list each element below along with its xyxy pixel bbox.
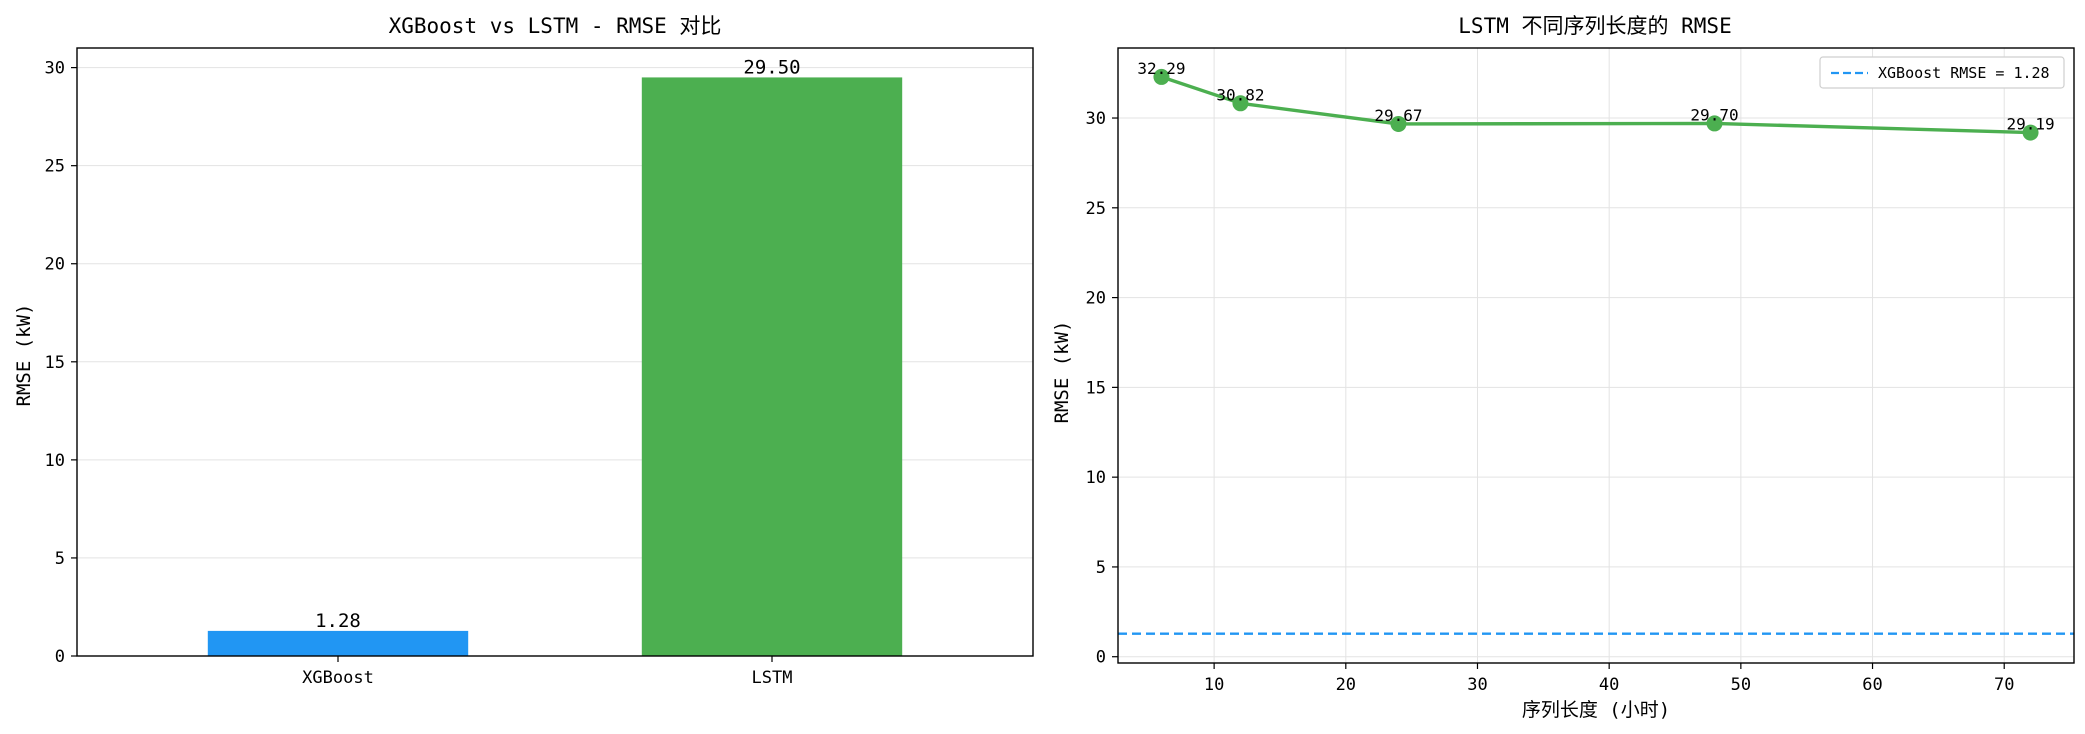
y-tick-label: 5 <box>1096 558 1106 578</box>
bar-series <box>207 77 903 656</box>
x-tick-label: 70 <box>1994 675 2014 695</box>
x-tick-label: 10 <box>1204 675 1224 695</box>
x-tick-label: XGBoost <box>302 668 374 688</box>
point-value-label: 29.67 <box>1374 106 1422 125</box>
y-tick-label: 5 <box>55 549 65 569</box>
point-value-label: 30.82 <box>1216 85 1264 104</box>
x-tick-label: 50 <box>1731 675 1751 695</box>
legend-box <box>1819 56 2065 89</box>
y-tick-label: 30 <box>45 59 65 79</box>
line-chart-ylabel: RMSE (kW) <box>1051 321 1073 424</box>
line-chart-title: LSTM 不同序列长度的 RMSE <box>1458 14 1731 38</box>
bar-chart-y-ticks: 0 5 10 15 20 25 30 <box>45 59 77 667</box>
data-point <box>1390 115 1407 132</box>
bar-value-labels: 1.28 29.50 <box>315 56 800 631</box>
y-tick-label: 10 <box>45 451 65 471</box>
legend: XGBoost RMSE = 1.28 <box>1819 56 2065 89</box>
data-point <box>1232 95 1249 112</box>
data-point <box>2022 124 2039 141</box>
y-tick-label: 0 <box>55 647 65 667</box>
x-tick-label: 30 <box>1467 675 1487 695</box>
y-tick-label: 15 <box>1086 378 1106 398</box>
bar-value-label: 1.28 <box>315 610 361 632</box>
y-tick-label: 30 <box>1086 109 1106 129</box>
data-point <box>1706 115 1723 132</box>
line-chart-x-ticks: 10 20 30 40 50 60 70 <box>1204 663 2014 695</box>
y-tick-label: 15 <box>45 353 65 373</box>
line-chart-frame <box>1117 47 2075 664</box>
bar-chart-frame <box>76 47 1034 657</box>
bar-chart-ylabel: RMSE (kW) <box>13 304 35 407</box>
bar-chart-x-ticks: XGBoost LSTM <box>302 656 792 688</box>
line-series <box>1153 68 2039 141</box>
x-tick-label: LSTM <box>752 668 793 688</box>
data-point <box>1153 68 1170 85</box>
line-chart-grid <box>1118 48 2074 663</box>
line-chart-y-ticks: 0 5 10 15 20 25 30 <box>1086 109 1118 668</box>
point-value-labels: 32.29 30.82 29.67 29.70 29.19 <box>1137 59 2054 134</box>
point-value-label: 32.29 <box>1137 59 1185 78</box>
y-tick-label: 0 <box>1096 648 1106 668</box>
y-tick-label: 25 <box>1086 199 1106 219</box>
y-tick-label: 20 <box>45 255 65 275</box>
y-tick-label: 10 <box>1086 468 1106 488</box>
line-chart-panel: LSTM 不同序列长度的 RMSE RMSE (kW) 序列长度 (小时) 0 5… <box>1051 14 2075 721</box>
y-tick-label: 25 <box>45 157 65 177</box>
bar-xgboost <box>207 630 469 656</box>
x-tick-label: 20 <box>1336 675 1356 695</box>
bar-lstm <box>641 77 903 656</box>
x-tick-label: 40 <box>1599 675 1619 695</box>
x-tick-label: 60 <box>1862 675 1882 695</box>
bar-chart-title: XGBoost vs LSTM - RMSE 对比 <box>389 14 722 38</box>
point-value-label: 29.19 <box>2006 115 2054 134</box>
y-tick-label: 20 <box>1086 289 1106 309</box>
line-chart-xlabel: 序列长度 (小时) <box>1522 699 1670 721</box>
legend-label: XGBoost RMSE = 1.28 <box>1878 64 2050 82</box>
bar-chart-panel: XGBoost vs LSTM - RMSE 对比 RMSE (kW) 0 5 10… <box>13 14 1034 688</box>
point-value-label: 29.70 <box>1690 105 1738 124</box>
bar-value-label: 29.50 <box>743 56 800 78</box>
